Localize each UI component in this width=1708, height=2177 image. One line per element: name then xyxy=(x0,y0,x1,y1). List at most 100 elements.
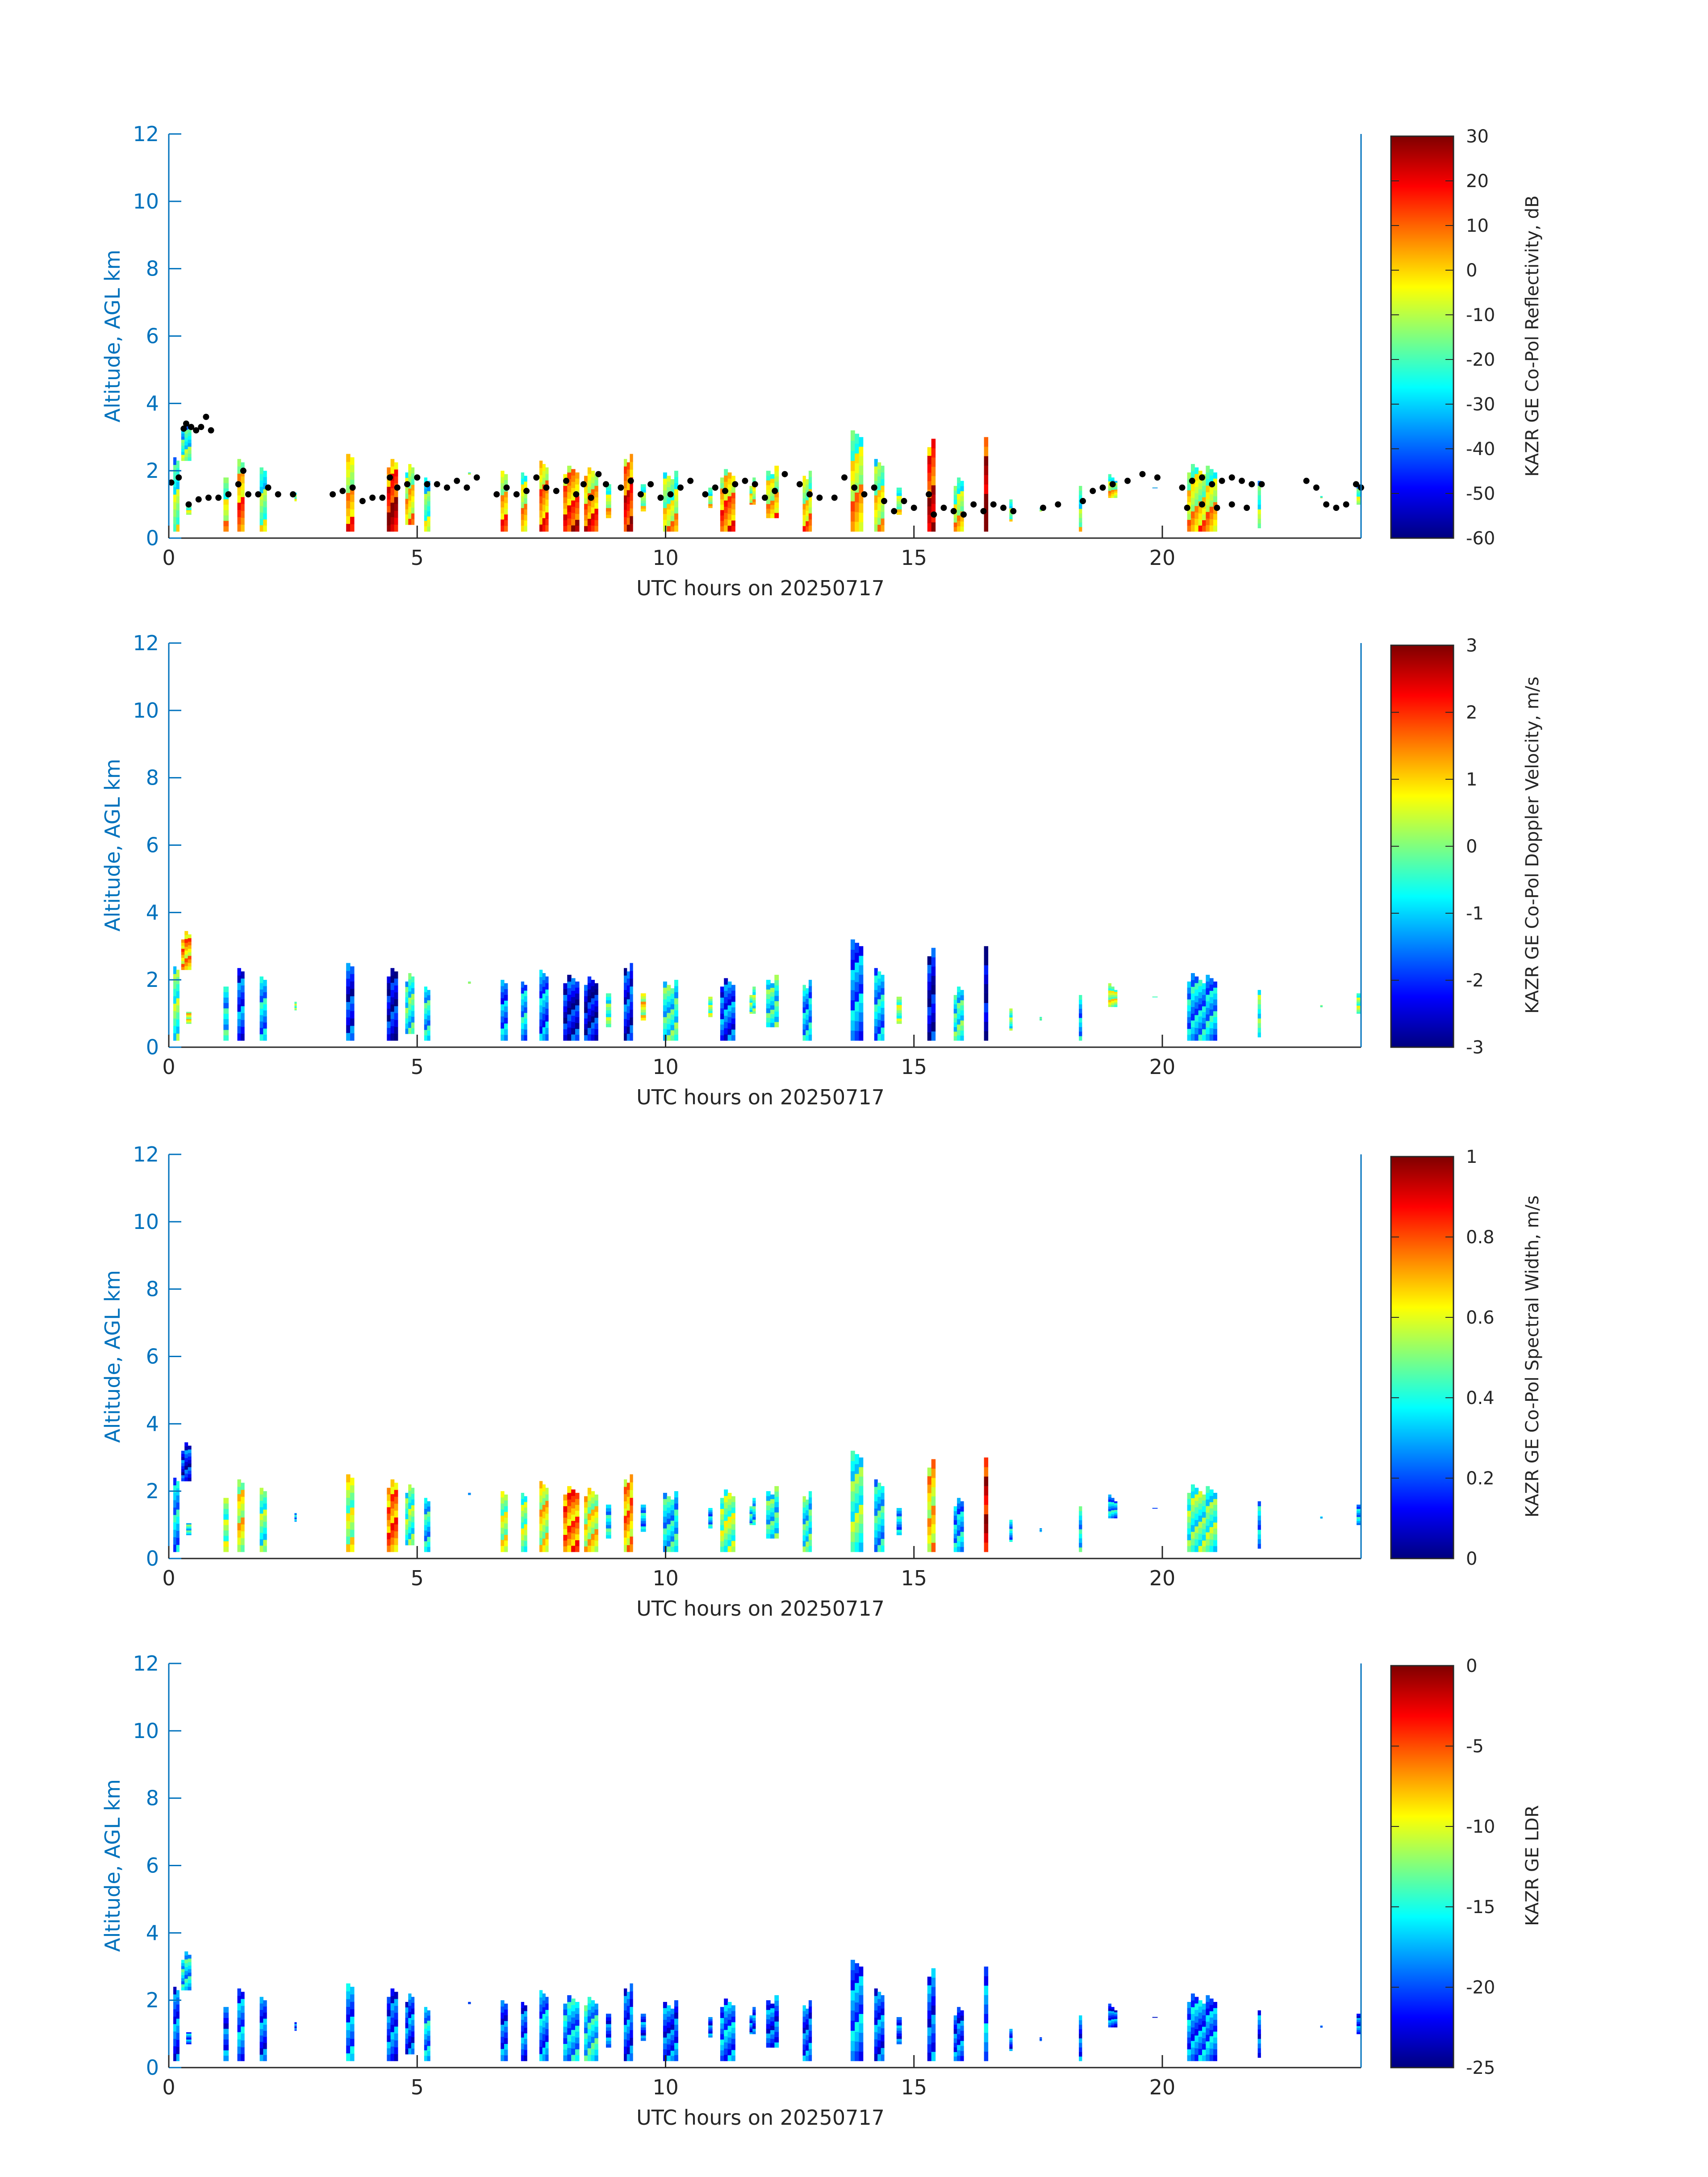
heatmap-cell xyxy=(859,1523,864,1534)
heatmap-cell xyxy=(427,1015,430,1021)
heatmap-cell xyxy=(731,1007,735,1013)
heatmap-cell xyxy=(567,2002,572,2009)
heatmap-cell xyxy=(774,502,779,508)
heatmap-cell xyxy=(606,1518,611,1522)
heatmap-cell xyxy=(640,2032,646,2036)
heatmap-cell xyxy=(237,510,241,518)
heatmap-cell xyxy=(173,2023,177,2032)
heatmap-cell xyxy=(674,507,678,514)
y-tick-label: 10 xyxy=(133,698,159,723)
heatmap-cell xyxy=(545,2016,549,2023)
heatmap-cell xyxy=(350,2053,355,2061)
heatmap-cell xyxy=(408,2036,412,2043)
heatmap-cell xyxy=(188,1467,192,1471)
heatmap-cell xyxy=(575,501,580,508)
heatmap-cell xyxy=(881,2047,885,2055)
heatmap-cell xyxy=(188,446,192,451)
heatmap-cell xyxy=(630,963,633,971)
heatmap-cell xyxy=(1257,1032,1261,1037)
heatmap-cell xyxy=(624,1537,627,1545)
heatmap-cell xyxy=(241,476,245,484)
heatmap-cell xyxy=(724,2042,728,2049)
heatmap-cell xyxy=(173,974,177,982)
heatmap-cell xyxy=(606,1531,611,1535)
heatmap-cell xyxy=(524,1546,527,1552)
cbh-point xyxy=(573,491,580,497)
heatmap-cell xyxy=(727,1546,732,1552)
heatmap-cell xyxy=(188,1446,192,1450)
heatmap-cell xyxy=(1187,525,1191,532)
heatmap-cell xyxy=(1206,1995,1210,2002)
heatmap-cell xyxy=(896,2017,902,2020)
heatmap-cell xyxy=(387,2054,391,2061)
heatmap-cell xyxy=(594,1000,598,1007)
heatmap-cell xyxy=(521,2055,525,2061)
heatmap-cell xyxy=(181,939,185,943)
heatmap-cell xyxy=(626,1483,630,1490)
heatmap-cell xyxy=(394,2054,398,2061)
heatmap-cell xyxy=(624,2010,627,2018)
heatmap-cell xyxy=(931,1031,936,1041)
heatmap-cell xyxy=(855,502,860,512)
heatmap-cell xyxy=(184,1982,188,1987)
heatmap-cell xyxy=(571,1028,576,1035)
heatmap-cell xyxy=(539,489,543,497)
heatmap-cell xyxy=(1111,2021,1115,2024)
heatmap-cell xyxy=(188,962,192,967)
heatmap-cell xyxy=(877,1517,881,1525)
heatmap-cell xyxy=(571,2005,576,2011)
heatmap-cell xyxy=(855,1973,860,1983)
heatmap-cell xyxy=(524,2027,527,2034)
heatmap-cell xyxy=(587,467,592,474)
heatmap-cell xyxy=(411,490,415,497)
heatmap-cell xyxy=(957,1541,961,1547)
heatmap-cell xyxy=(539,1019,543,1027)
y-tick-label: 2 xyxy=(146,459,159,483)
heatmap-cell xyxy=(752,1511,756,1515)
heatmap-cell xyxy=(294,2024,297,2026)
heatmap-cell xyxy=(1187,1034,1191,1041)
heatmap-cell xyxy=(626,462,630,470)
heatmap-cell xyxy=(504,1529,508,1535)
heatmap-cell xyxy=(667,503,671,510)
heatmap-cell xyxy=(346,523,351,532)
heatmap-cell xyxy=(539,1516,543,1524)
heatmap-cell xyxy=(1213,1546,1217,1552)
heatmap-cell xyxy=(575,2043,580,2050)
heatmap-cell xyxy=(1111,2007,1115,2010)
heatmap-cell xyxy=(408,464,412,471)
heatmap-cell xyxy=(571,978,576,985)
heatmap-cell xyxy=(663,1528,667,1534)
heatmap-cell xyxy=(1213,2049,1217,2056)
heatmap-cell xyxy=(1194,2003,1199,2010)
heatmap-cell xyxy=(1187,1522,1191,1529)
heatmap-cell xyxy=(188,1965,192,1969)
heatmap-cell xyxy=(806,505,809,511)
heatmap-cell xyxy=(674,1515,678,1522)
x-tick-label: 5 xyxy=(411,1566,424,1590)
heatmap-cell xyxy=(1202,2003,1206,2010)
heatmap-cell xyxy=(521,1023,525,1029)
heatmap-cell xyxy=(587,499,592,506)
heatmap-cell xyxy=(1108,2018,1112,2021)
heatmap-cell xyxy=(1356,1513,1361,1515)
heatmap-cell xyxy=(188,934,192,938)
heatmap-cell xyxy=(408,494,412,501)
heatmap-cell xyxy=(408,1484,412,1491)
heatmap-cell xyxy=(1202,1500,1206,1506)
heatmap-cell xyxy=(539,1481,543,1488)
heatmap-cell xyxy=(1009,2039,1013,2043)
heatmap-cell xyxy=(1356,1508,1361,1511)
heatmap-cell xyxy=(521,525,525,532)
heatmap-cell xyxy=(630,523,633,532)
heatmap-cell xyxy=(424,2044,428,2051)
y-tick-label: 4 xyxy=(146,391,159,415)
heatmap-cell xyxy=(237,2017,241,2025)
heatmap-cell xyxy=(424,1019,428,1025)
heatmap-cell xyxy=(1009,2037,1013,2040)
heatmap-cell xyxy=(1206,2002,1210,2009)
heatmap-cell xyxy=(606,2027,611,2031)
heatmap-cell xyxy=(1114,1005,1118,1007)
heatmap-cell xyxy=(563,1540,568,1546)
heatmap-cell xyxy=(563,2015,568,2021)
